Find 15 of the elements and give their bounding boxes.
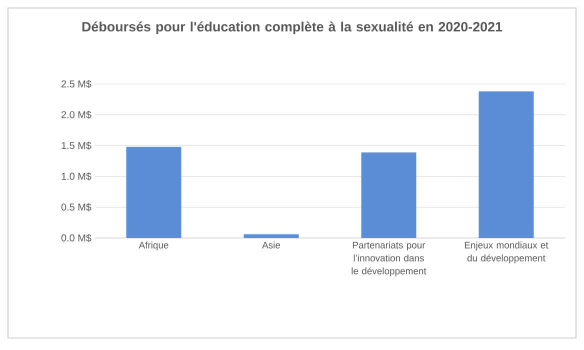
x-tick-label: Enjeux mondiaux et du développement <box>464 242 548 264</box>
y-tick-label: 1.5 M$ <box>62 142 92 150</box>
x-tick-label: Asie <box>262 242 280 248</box>
y-tick-label: 1.0 M$ <box>62 172 92 180</box>
bar <box>244 234 299 238</box>
x-tick-label: Partenariats pour l’innovation dans le développement <box>352 242 426 276</box>
y-tick-label: 2.5 M$ <box>62 80 92 88</box>
y-tick-label: 0.5 M$ <box>61 203 92 212</box>
y-tick-label: 0.0 M$ <box>61 234 92 242</box>
chart-title: Déboursés pour l'éducation complète à la sexualité en 2020-2021 <box>82 22 502 34</box>
bar <box>478 91 534 238</box>
bar <box>361 152 416 238</box>
x-tick-label: Afrique <box>138 242 168 250</box>
bar <box>126 146 182 238</box>
y-tick-label: 2.0 M$ <box>62 110 92 119</box>
